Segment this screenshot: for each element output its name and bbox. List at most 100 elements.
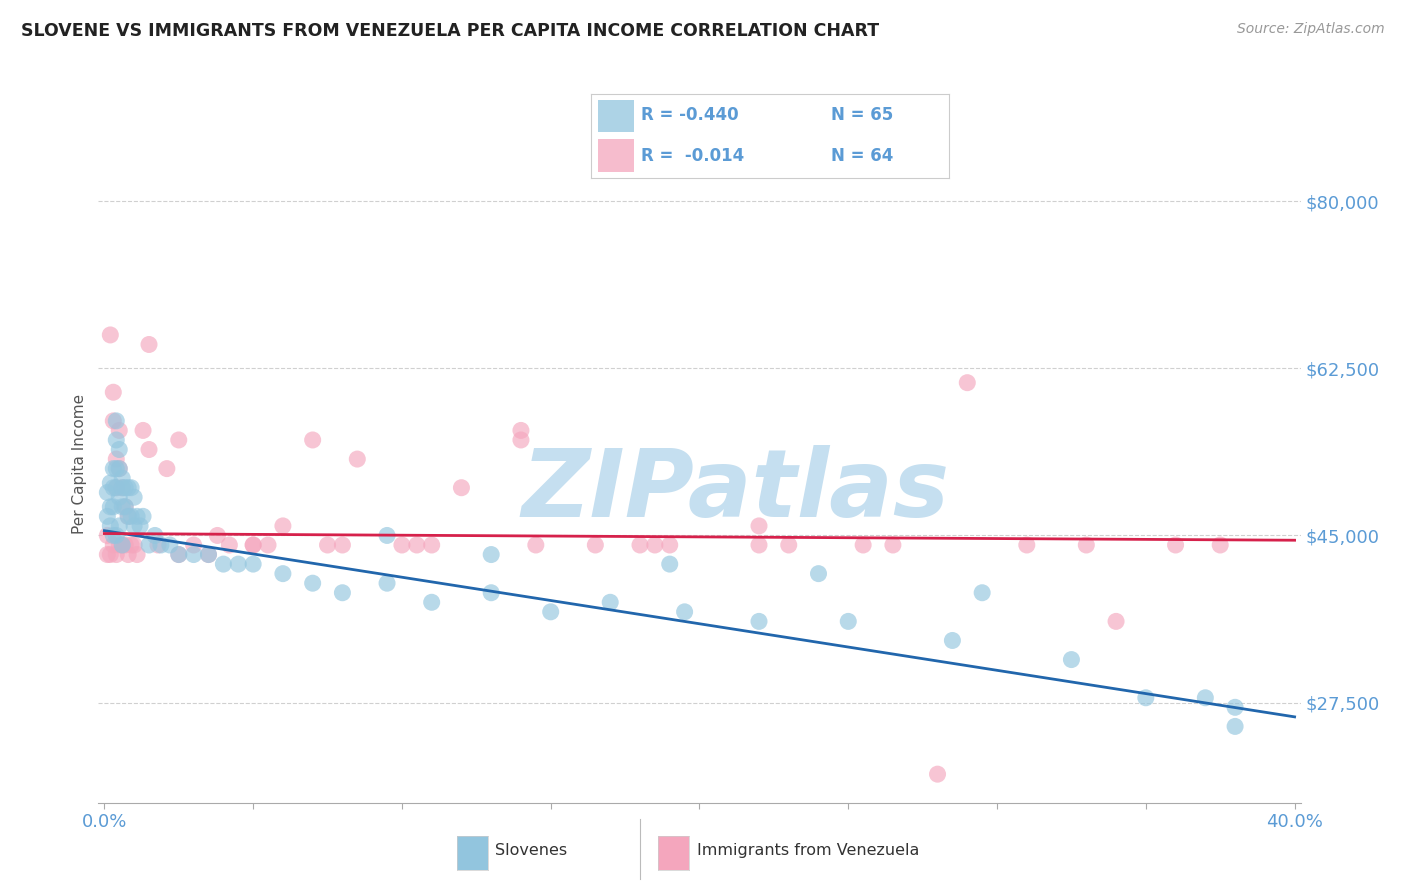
Text: ZIPatlas: ZIPatlas [522,445,949,537]
Point [156,461,179,475]
Point [1015,538,1038,552]
Point [111,481,134,495]
Point [105,414,128,428]
Point [111,500,134,514]
Bar [598,100,634,132]
Point [882,538,904,552]
Point [346,452,368,467]
Point [117,481,139,495]
Point [103,385,125,400]
Point [183,538,205,552]
Point [375,576,398,591]
Point [852,538,875,552]
Text: N = 65: N = 65 [831,106,893,124]
Point [111,538,134,552]
Point [103,538,125,552]
Point [972,586,994,600]
Point [1194,690,1216,705]
Point [114,500,136,514]
Text: R =  -0.014: R = -0.014 [641,146,744,164]
Point [122,538,145,552]
Point [332,538,354,552]
Point [108,461,131,475]
Point [226,557,249,571]
Point [405,538,427,552]
Point [103,481,125,495]
Point [242,538,264,552]
Point [117,509,139,524]
Point [98,327,121,342]
Point [122,519,145,533]
Point [149,538,172,552]
Point [1223,700,1246,714]
Point [271,519,294,533]
Point [807,566,830,581]
Point [132,424,155,438]
Point [105,481,128,495]
Point [644,538,666,552]
Point [167,433,190,447]
Point [837,615,859,629]
Point [122,490,145,504]
Point [138,538,160,552]
Point [316,538,339,552]
Point [103,461,125,475]
Text: SLOVENE VS IMMIGRANTS FROM VENEZUELA PER CAPITA INCOME CORRELATION CHART: SLOVENE VS IMMIGRANTS FROM VENEZUELA PER… [21,22,879,40]
Point [127,509,149,524]
Point [108,490,131,504]
Point [450,481,472,495]
Point [1076,538,1098,552]
Text: R = -0.440: R = -0.440 [641,106,738,124]
Point [114,538,136,552]
Point [301,576,323,591]
Point [117,509,139,524]
Point [197,548,219,562]
Point [105,433,128,447]
Point [120,509,142,524]
Text: Source: ZipAtlas.com: Source: ZipAtlas.com [1237,22,1385,37]
Point [628,538,651,552]
Point [1209,538,1232,552]
Point [96,548,118,562]
Point [1105,615,1128,629]
Point [111,538,134,552]
Point [1060,652,1083,666]
Point [778,538,800,552]
Point [207,528,229,542]
Point [127,548,149,562]
Point [146,538,169,552]
Point [108,442,131,457]
Point [301,433,323,447]
Point [143,528,166,542]
Point [510,424,533,438]
Point [658,538,681,552]
Point [105,461,128,475]
Point [132,509,155,524]
Point [167,548,190,562]
Point [103,528,125,542]
Point [108,424,131,438]
Point [167,548,190,562]
Point [197,548,219,562]
Point [105,548,128,562]
Point [658,557,681,571]
Point [183,548,205,562]
Point [583,538,606,552]
Bar [598,139,634,171]
Point [479,586,502,600]
Point [956,376,979,390]
Point [103,414,125,428]
Point [138,337,160,351]
Point [391,538,413,552]
Point [420,595,443,609]
Point [257,538,280,552]
Point [111,481,134,495]
Point [242,538,264,552]
Point [748,519,770,533]
Point [138,442,160,457]
Point [105,481,128,495]
Point [108,538,131,552]
Point [105,452,128,467]
Point [748,615,770,629]
Point [1135,690,1157,705]
